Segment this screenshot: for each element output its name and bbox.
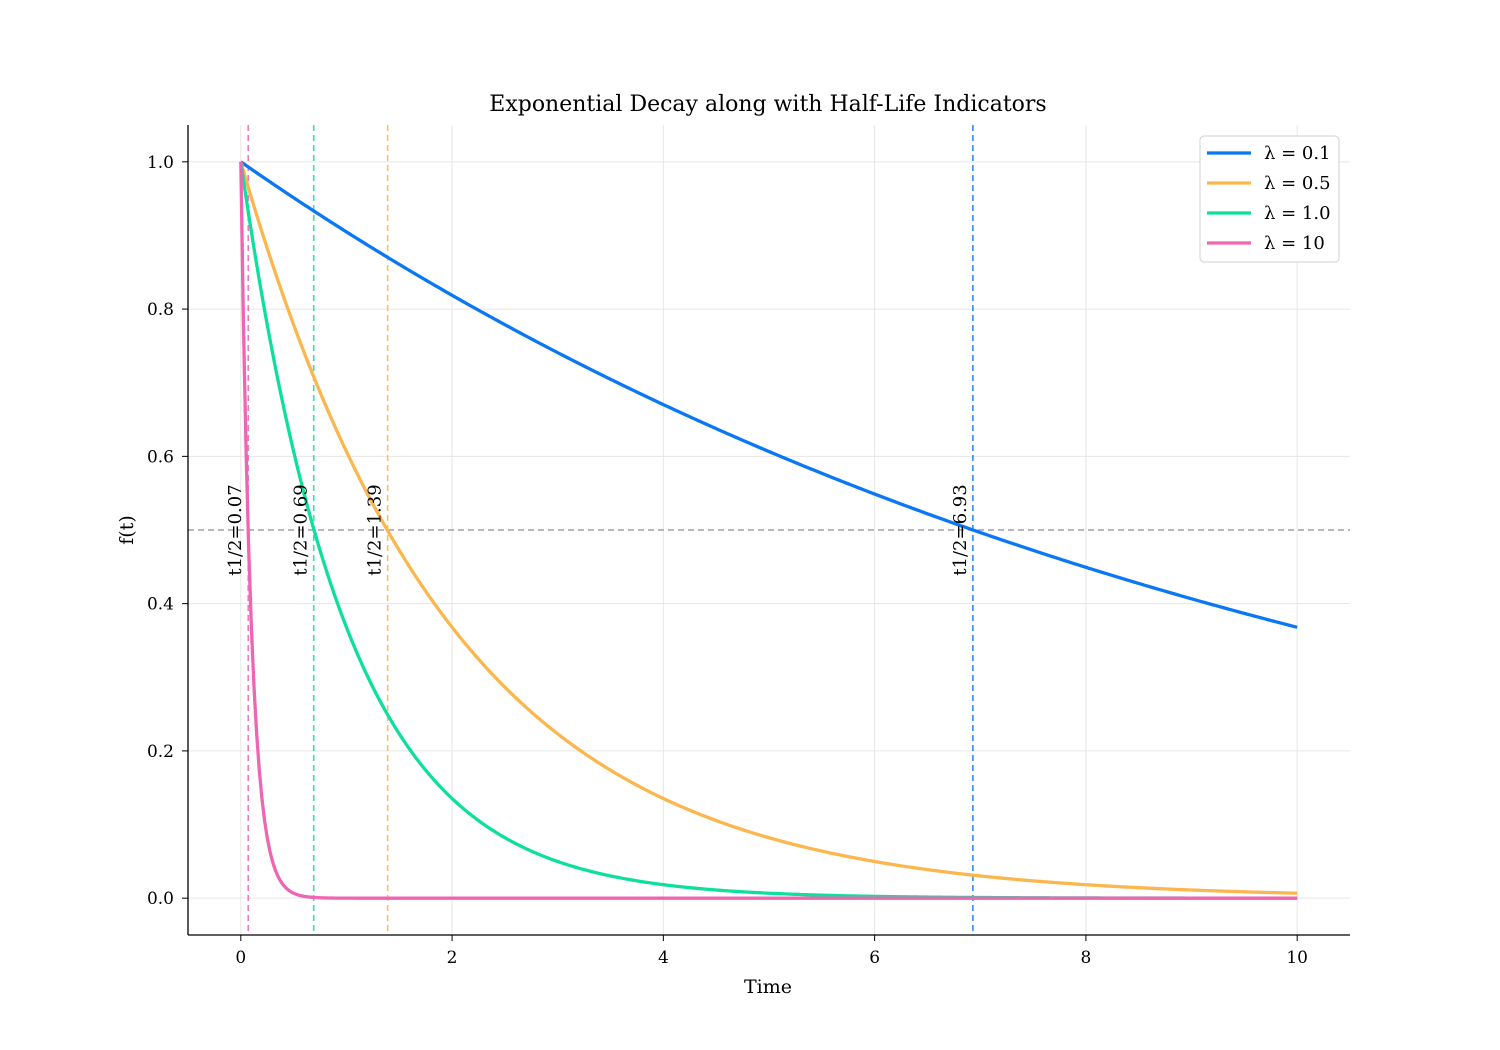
half-life-label-1: t1/2=1.39: [365, 484, 386, 575]
axes: [187, 125, 1350, 936]
y-tick-label: 1.0: [147, 153, 174, 173]
x-tick-label: 0: [235, 948, 246, 968]
legend: λ = 0.1 λ = 0.5 λ = 1.0 λ = 10: [1199, 135, 1340, 263]
y-tick-label: 0.2: [147, 742, 174, 762]
x-tick-label: 10: [1286, 948, 1308, 968]
tick-labels: 0 2 4 6 8 10 0.0 0.2 0.4 0.6 0.8 1.0: [147, 153, 1308, 968]
x-tick-label: 2: [447, 948, 458, 968]
x-tick-label: 4: [658, 948, 669, 968]
half-life-label-0: t1/2=6.93: [950, 484, 971, 575]
y-axis-label: f(t): [116, 515, 138, 545]
half-life-label-3: t1/2=0.07: [225, 484, 246, 575]
x-tick-label: 8: [1080, 948, 1091, 968]
half-life-annotations: t1/2=6.93 t1/2=1.39 t1/2=0.69 t1/2=0.07: [225, 484, 971, 575]
series-line-3: [239, 161, 1298, 900]
legend-label-0: λ = 0.1: [1264, 143, 1331, 164]
chart-title: Exponential Decay along with Half-Life I…: [489, 92, 1046, 117]
legend-label-3: λ = 10: [1264, 233, 1325, 254]
legend-label-1: λ = 0.5: [1264, 173, 1331, 194]
x-axis-label: Time: [744, 976, 792, 998]
y-tick-label: 0.4: [147, 595, 174, 615]
half-life-label-2: t1/2=0.69: [291, 484, 312, 575]
y-tick-label: 0.6: [147, 447, 174, 467]
series-line-1: [239, 161, 1298, 895]
legend-box: [1199, 135, 1340, 263]
legend-label-2: λ = 1.0: [1264, 203, 1331, 224]
series-line-0: [239, 160, 1298, 629]
series-lines: [239, 160, 1298, 900]
x-tick-label: 6: [869, 948, 880, 968]
y-tick-label: 0.8: [147, 300, 174, 320]
y-tick-label: 0.0: [147, 889, 174, 909]
